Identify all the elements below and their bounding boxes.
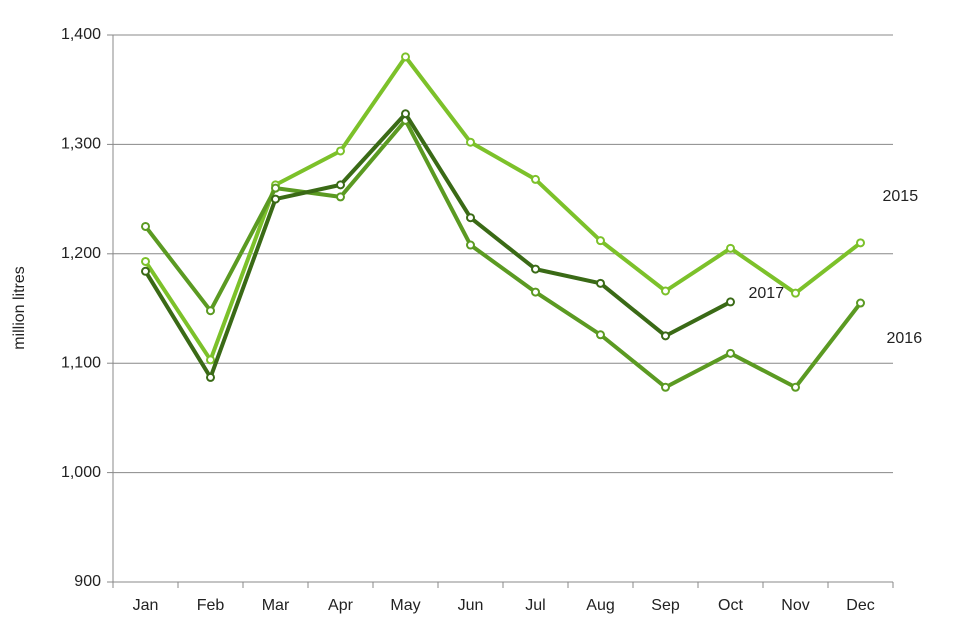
point (726, 348, 735, 358)
point (791, 288, 800, 298)
y-tick-label: 900 (74, 573, 101, 590)
x-tick-label: Aug (586, 597, 614, 614)
point (206, 372, 215, 382)
point (206, 306, 215, 316)
point (336, 192, 345, 202)
point (401, 52, 410, 62)
point (401, 109, 410, 119)
x-tick-label: Nov (781, 597, 809, 614)
point (596, 330, 605, 340)
point (531, 174, 540, 184)
point (206, 355, 215, 365)
x-tick-label: Sep (651, 597, 680, 614)
series-line (143, 54, 862, 362)
point (531, 287, 540, 297)
series-label: 2017 (749, 285, 785, 302)
point (531, 264, 540, 274)
point (466, 137, 475, 147)
y-axis-label: million litres (11, 266, 28, 350)
point (661, 331, 670, 341)
x-tick-label: Apr (328, 597, 354, 614)
point (271, 183, 280, 193)
x-tick-label: Jun (458, 597, 484, 614)
point (336, 146, 345, 156)
y-tick-label: 1,400 (61, 26, 101, 43)
x-tick-label: Feb (197, 597, 225, 614)
series-label: 2015 (883, 188, 919, 205)
y-tick-label: 1,300 (61, 136, 101, 153)
x-tick-label: Jul (525, 597, 545, 614)
point (466, 213, 475, 223)
point (856, 238, 865, 248)
point (856, 298, 865, 308)
y-tick-label: 1,100 (61, 354, 101, 371)
point (141, 256, 150, 266)
point (336, 180, 345, 190)
point (141, 221, 150, 231)
x-tick-label: Oct (718, 597, 743, 614)
x-tick-label: May (390, 597, 420, 614)
series-label: 2016 (887, 330, 923, 347)
point (726, 243, 735, 253)
point (726, 297, 735, 307)
point (596, 278, 605, 288)
point (271, 194, 280, 204)
x-tick-label: Dec (846, 597, 874, 614)
x-tick-label: Mar (262, 597, 290, 614)
point (661, 286, 670, 296)
series-line (143, 111, 732, 380)
point (661, 382, 670, 392)
y-tick-label: 1,200 (61, 245, 101, 262)
point (141, 266, 150, 276)
y-tick-label: 1,000 (61, 464, 101, 481)
x-tick-label: Jan (133, 597, 159, 614)
point (466, 240, 475, 250)
point (596, 236, 605, 246)
point (791, 382, 800, 392)
series-line (143, 118, 863, 390)
